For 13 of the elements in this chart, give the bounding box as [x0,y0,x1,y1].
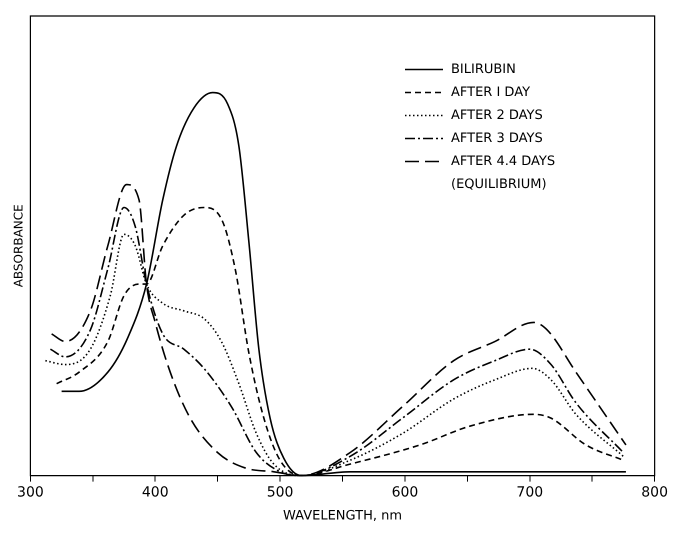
x-tick-label: 700 [516,484,544,501]
x-tick-label: 300 [17,484,44,501]
x-tick-label: 600 [392,484,418,501]
legend-label: AFTER I DAY [451,84,530,102]
x-tick-label: 400 [142,484,169,501]
y-axis-title: ABSORBANCE [11,204,26,288]
legend-label: AFTER 2 DAYS [451,107,543,125]
x-axis-title: WAVELENGTH, nm [283,508,402,524]
legend-label: AFTER 4.4 DAYS (EQUILIBRIUM) [451,153,556,194]
x-tick-label: 500 [266,484,294,501]
legend-label: AFTER 3 DAYS [451,130,543,148]
legend-label: BILIRUBIN [451,61,516,79]
x-tick-label: 800 [641,484,668,501]
